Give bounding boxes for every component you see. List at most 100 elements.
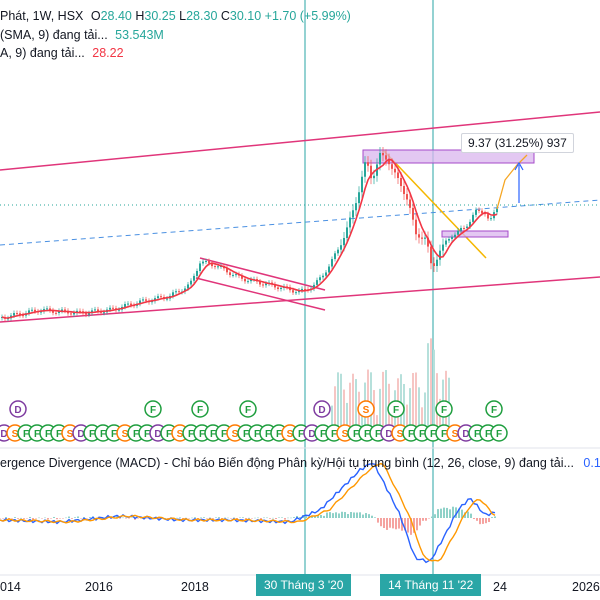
event-badge-row-letter: F	[265, 429, 271, 440]
channel-upper-line[interactable]	[0, 111, 600, 171]
volume-bar	[430, 338, 432, 440]
candle-body	[340, 245, 342, 250]
macd-hist-bar	[11, 518, 13, 519]
event-badge-row-letter: F	[133, 429, 139, 440]
macd-hist-bar	[50, 518, 52, 519]
macd-hist-bar	[320, 514, 322, 518]
candle-body	[406, 194, 408, 200]
candle-body	[436, 259, 438, 267]
macd-hist-bar	[242, 517, 244, 518]
candle-body	[199, 263, 201, 271]
earnings-badge-letter: F	[393, 405, 399, 416]
candle-body	[490, 218, 492, 220]
channel-lower-line[interactable]	[0, 276, 600, 323]
low-value: 28.30	[186, 9, 218, 23]
candle-body	[370, 165, 372, 179]
candle-body	[316, 280, 318, 285]
macd-hist-bar	[323, 515, 325, 518]
macd-hist-bar	[2, 518, 4, 519]
projection-path[interactable]	[496, 154, 528, 210]
candle-body	[355, 203, 357, 211]
macd-hist-bar	[449, 509, 451, 518]
event-badge-row-letter: S	[397, 429, 404, 440]
down-channel-upper[interactable]	[199, 257, 326, 291]
volume-bar	[340, 373, 342, 440]
symbol-line: Phát, 1W, HSX	[0, 9, 84, 23]
support-zone[interactable]	[441, 230, 509, 238]
candle-body	[178, 291, 180, 293]
macd-hist-bar	[386, 518, 388, 530]
candle-body	[373, 175, 375, 179]
candle-body	[145, 299, 147, 301]
candle-body	[64, 309, 66, 311]
volume-bar	[349, 382, 351, 440]
candle-body	[463, 227, 465, 229]
macd-hist-bar	[227, 517, 229, 519]
volume-bar	[406, 404, 408, 440]
macd-hist-bar	[128, 518, 130, 519]
macd-hist-bar	[341, 511, 343, 518]
macd-hist-bar	[473, 518, 475, 520]
dividend-badge-letter: D	[14, 405, 21, 416]
macd-hist-bar	[485, 518, 487, 524]
candle-body	[172, 292, 174, 296]
candle-body	[457, 230, 459, 235]
low-label: L	[179, 9, 187, 23]
macd-hist-bar	[365, 513, 367, 518]
earnings-badge-circle	[387, 400, 405, 418]
candle-body	[379, 152, 381, 165]
yellow-trend-line[interactable]	[383, 150, 487, 259]
volume-bar	[433, 349, 435, 440]
volume-ma-legend[interactable]: (SMA, 9) đang tải... 53.543M	[0, 27, 164, 43]
macd-hist-bar	[206, 518, 208, 519]
candle-body	[454, 234, 456, 238]
candle-body	[13, 313, 15, 316]
candle-body	[124, 304, 126, 307]
macd-hist-bar	[470, 513, 472, 518]
event-badges[interactable]: D D SF F F F F FD S F F F F S D F F F S F F D F S F F F F S F F F F S F D F F…	[0, 400, 508, 442]
candle-body	[295, 292, 297, 294]
macd-hist-bar	[275, 518, 277, 520]
macd-hist-bar	[257, 517, 259, 519]
dashed-trend-line[interactable]	[0, 199, 600, 246]
candle-body	[70, 313, 72, 315]
candle-body	[424, 237, 426, 239]
macd-legend[interactable]: ergence Divergence (MACD) - Chỉ báo Biến…	[0, 456, 600, 470]
candlestick-series	[1, 146, 498, 322]
macd-hist-bar	[290, 517, 292, 519]
candle-body	[487, 214, 489, 219]
candle-body	[460, 227, 462, 231]
event-badge-row-letter: S	[122, 429, 129, 440]
event-badge-row-letter: F	[199, 429, 205, 440]
candle-body	[469, 221, 471, 227]
event-badge-row-letter: F	[188, 429, 194, 440]
candle-body	[109, 307, 111, 310]
event-badge-row-letter: F	[408, 429, 414, 440]
macd-hist-bar	[116, 516, 118, 518]
event-badge-row-letter: F	[276, 429, 282, 440]
candle-body	[391, 164, 393, 169]
candle-body	[247, 281, 249, 283]
candle-body	[139, 300, 141, 304]
candle-body	[157, 296, 159, 299]
candle-body	[313, 284, 315, 289]
macd-hist-bar	[200, 517, 202, 519]
candle-body	[46, 308, 48, 310]
candle-body	[196, 270, 198, 276]
down-channel-lower[interactable]	[195, 277, 326, 311]
resistance-zone[interactable]	[362, 149, 535, 164]
volume-bar	[337, 372, 339, 440]
macd-hist-bar	[35, 518, 37, 519]
candle-body	[241, 275, 243, 279]
price-ma-legend[interactable]: A, 9) đang tải... 28.22	[0, 45, 124, 61]
event-badge-row-letter: F	[89, 429, 95, 440]
volume-bar	[346, 402, 348, 440]
macd-hist-bar	[131, 517, 133, 519]
macd-hist-bar	[488, 518, 490, 523]
candle-body	[352, 210, 354, 218]
candle-body	[439, 250, 441, 260]
candle-body	[382, 152, 384, 156]
macd-hist-bar	[422, 518, 424, 521]
macd-hist-bar	[419, 518, 421, 526]
